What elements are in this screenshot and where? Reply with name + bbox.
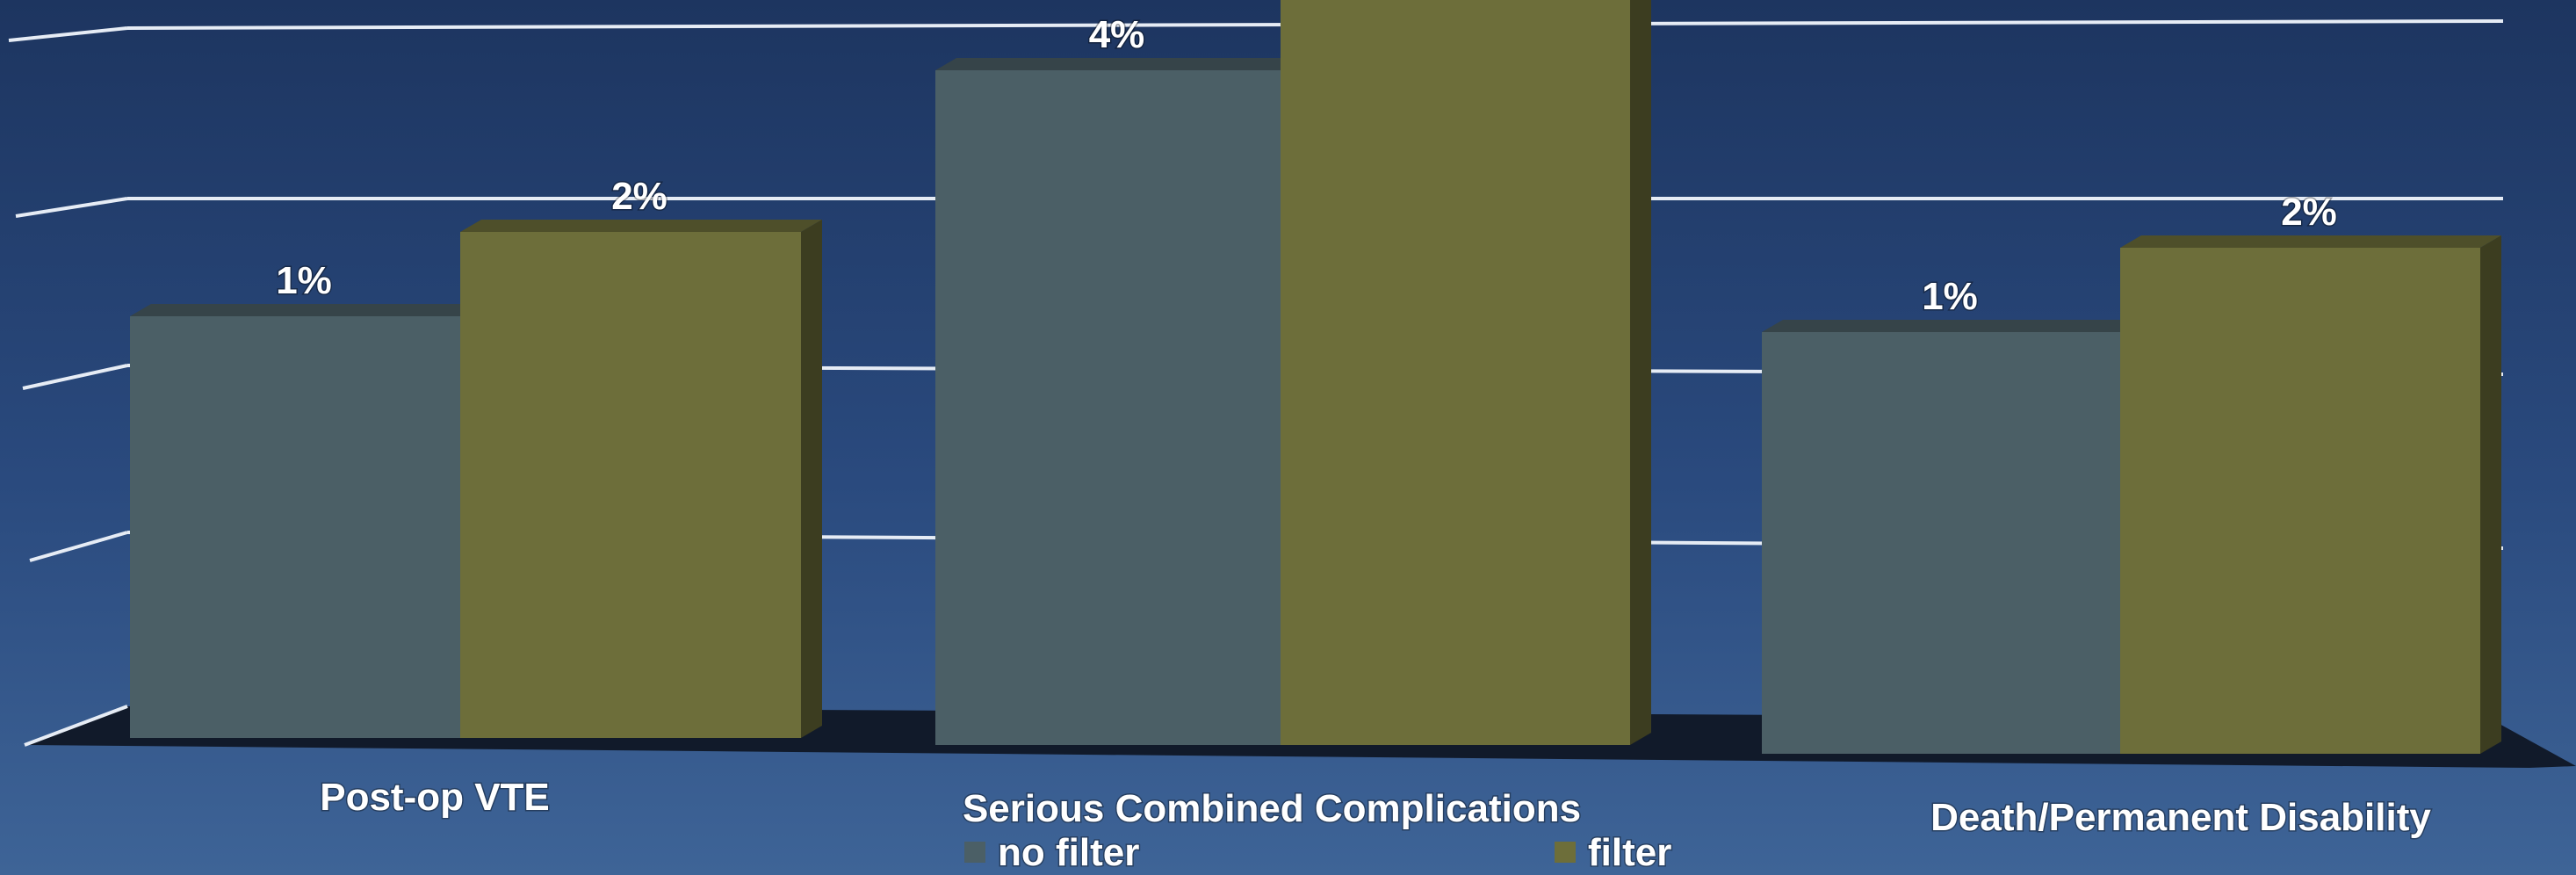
bar-filter-0 (460, 220, 822, 738)
bar-top (935, 58, 1302, 70)
bar-no-filter-0 (130, 304, 481, 738)
value-label: 2% (611, 175, 667, 218)
value-label: 1% (276, 259, 332, 302)
bar-front (130, 316, 460, 738)
bar-front (2120, 248, 2480, 754)
bar-front (460, 232, 801, 738)
bar-top (130, 304, 481, 316)
bar-top (460, 220, 822, 232)
category-label: Death/Permanent Disability (1930, 796, 2431, 839)
value-label: 1% (1922, 275, 1978, 318)
bar-filter-1 (1281, 0, 1651, 745)
bar-side (2480, 235, 2501, 754)
bar-top (2120, 235, 2501, 248)
gridline-wall (8, 26, 128, 42)
bar-front (1762, 332, 2120, 754)
gridline-wall (29, 531, 128, 562)
gridline-wall (15, 197, 128, 218)
value-label: 4% (1089, 13, 1145, 56)
category-label: Serious Combined Complications (963, 787, 1581, 830)
legend-item-filter: filter (1555, 830, 1673, 875)
legend-swatch (1555, 842, 1576, 863)
legend-swatch (964, 842, 985, 863)
legend-item-no-filter: no filter (964, 830, 1141, 875)
category-label: Post-op VTE (320, 776, 550, 819)
category-labels: Post-op VTE Serious Combined Complication… (319, 775, 2433, 841)
bar-side (1630, 0, 1651, 745)
bar-top (1762, 320, 2141, 332)
gridline-wall (22, 364, 128, 390)
bar-front (1281, 0, 1630, 745)
value-labels: 1%2%4%8%1%2% (275, 12, 2339, 320)
legend: no filter filter (964, 830, 1673, 875)
value-label: 2% (2281, 191, 2337, 234)
legend-label: no filter (998, 831, 1139, 874)
bar-filter-2 (2120, 235, 2501, 754)
bars (130, 0, 2501, 754)
bar-no-filter-1 (935, 58, 1302, 745)
bar-front (935, 70, 1281, 745)
floor-edge (24, 705, 128, 747)
legend-label: filter (1588, 831, 1671, 874)
bar-side (801, 220, 822, 738)
bar-no-filter-2 (1762, 320, 2141, 754)
